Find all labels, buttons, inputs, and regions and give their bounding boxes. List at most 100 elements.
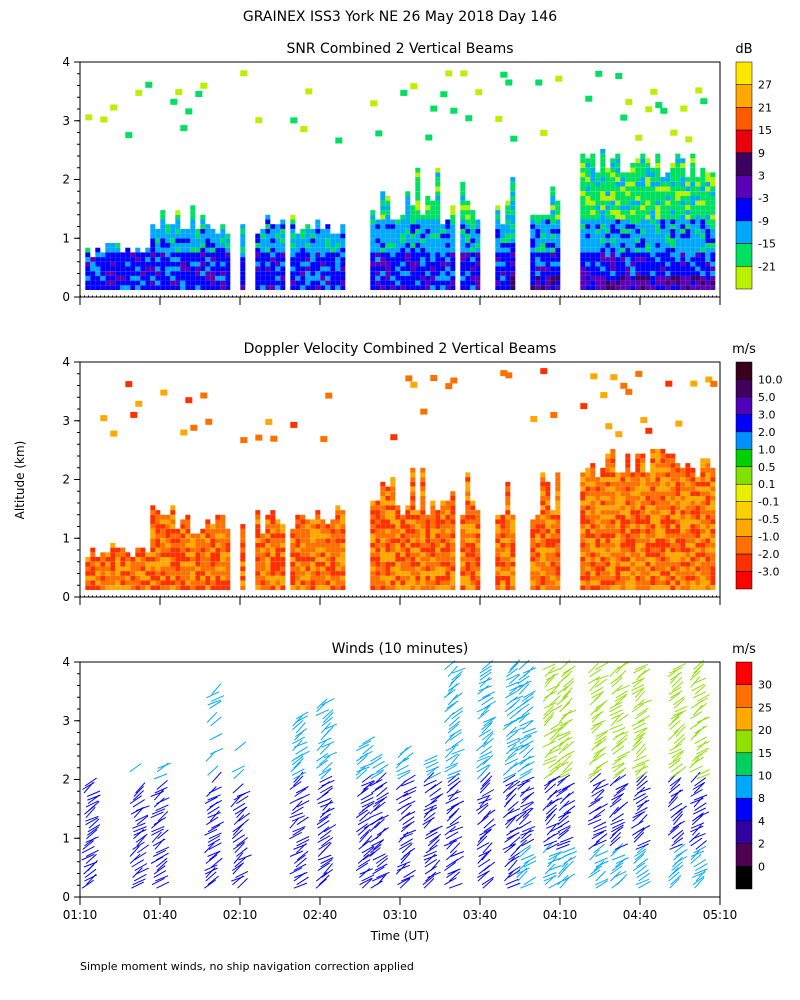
wind-barb [477,694,491,702]
heat-cell [465,243,471,248]
heat-cell [585,552,591,557]
heat-cell [580,491,586,496]
heat-cell [280,233,286,239]
heat-cell [655,167,661,173]
heat-cell [595,552,601,557]
heat-cell [710,252,716,258]
heat-cell [590,247,596,253]
heat-cell [130,580,136,586]
heat-cell [590,285,596,290]
wind-barb [429,825,443,833]
heat-cell [660,177,666,182]
heat-cell [335,261,341,267]
heat-cell [660,571,666,576]
heat-cell [210,243,216,248]
heat-cell [625,200,631,206]
wind-barb [81,845,95,854]
heat-cell [500,585,506,590]
heat-cell [370,510,376,515]
heat-cell [215,528,221,534]
heat-cell [500,575,506,581]
heat-cell [670,167,676,173]
heat-cell [295,233,301,239]
heat-cell [240,547,246,553]
heat-cell [550,519,556,525]
heat-cell [325,557,331,562]
heat-cell [210,238,216,243]
heat-cell [445,510,451,515]
heat-cell [450,107,458,114]
heat-cell [425,571,431,576]
wind-barb [232,862,245,872]
heat-cell [475,557,481,562]
wind-barb [372,853,386,861]
heat-cell [290,252,296,258]
heat-cell [555,266,561,272]
heat-cell [215,585,221,590]
heat-cell [505,547,511,553]
heat-cell [665,195,671,201]
heat-cell [425,514,431,520]
heat-cell [655,210,661,215]
heat-cell [240,238,246,243]
heat-cell [465,257,471,262]
heat-cell [310,524,316,529]
heat-cell [640,271,646,276]
heat-cell [585,243,591,248]
heat-cell [635,247,641,253]
heat-cell [645,228,651,234]
wind-barb [361,800,375,808]
heat-cell [690,210,696,215]
heat-cell [160,224,166,229]
heat-cell [380,528,386,534]
heat-cell [405,257,411,262]
heat-cell [255,285,261,290]
heat-cell [410,575,416,581]
heat-cell [635,514,641,520]
heat-cell [705,238,711,243]
heat-cell [430,547,436,553]
heat-cell [700,275,706,281]
wind-barb [591,831,605,840]
heat-cell [370,538,376,543]
heat-cell [470,538,476,543]
heat-cell [290,566,296,572]
wind-barb [317,826,330,836]
heat-cell [590,552,596,557]
heat-cell [680,547,686,553]
heat-cell [380,524,386,529]
heat-cell [175,233,181,239]
heat-cell [220,233,226,239]
wind-barb [296,876,309,886]
wind-barb [151,828,164,836]
heat-cell [500,571,506,576]
heat-cell [605,491,611,496]
heat-cell [415,167,421,173]
heat-cell [150,561,156,567]
heat-cell [685,280,691,286]
heat-cell [610,585,616,590]
heat-cell [530,585,536,590]
heat-cell [385,280,391,286]
heat-cell [685,271,691,276]
heat-cell [690,252,696,258]
heat-cell [705,467,711,473]
heat-cell [400,233,406,239]
heat-cell [185,524,191,529]
wind-barb [483,732,494,745]
heat-cell [450,514,456,520]
heat-cell [290,247,296,253]
heat-cell [405,566,411,572]
heat-cell [410,83,418,90]
heat-cell [280,280,286,286]
heat-cell [640,571,646,576]
heat-cell [460,285,466,290]
heat-cell [710,200,716,206]
wind-barb [427,836,439,847]
wind-barb [156,860,168,871]
heat-cell [380,261,386,267]
heat-cell [145,81,153,88]
heat-cell [460,542,466,548]
heat-cell [290,542,296,548]
heat-cell [180,266,186,272]
